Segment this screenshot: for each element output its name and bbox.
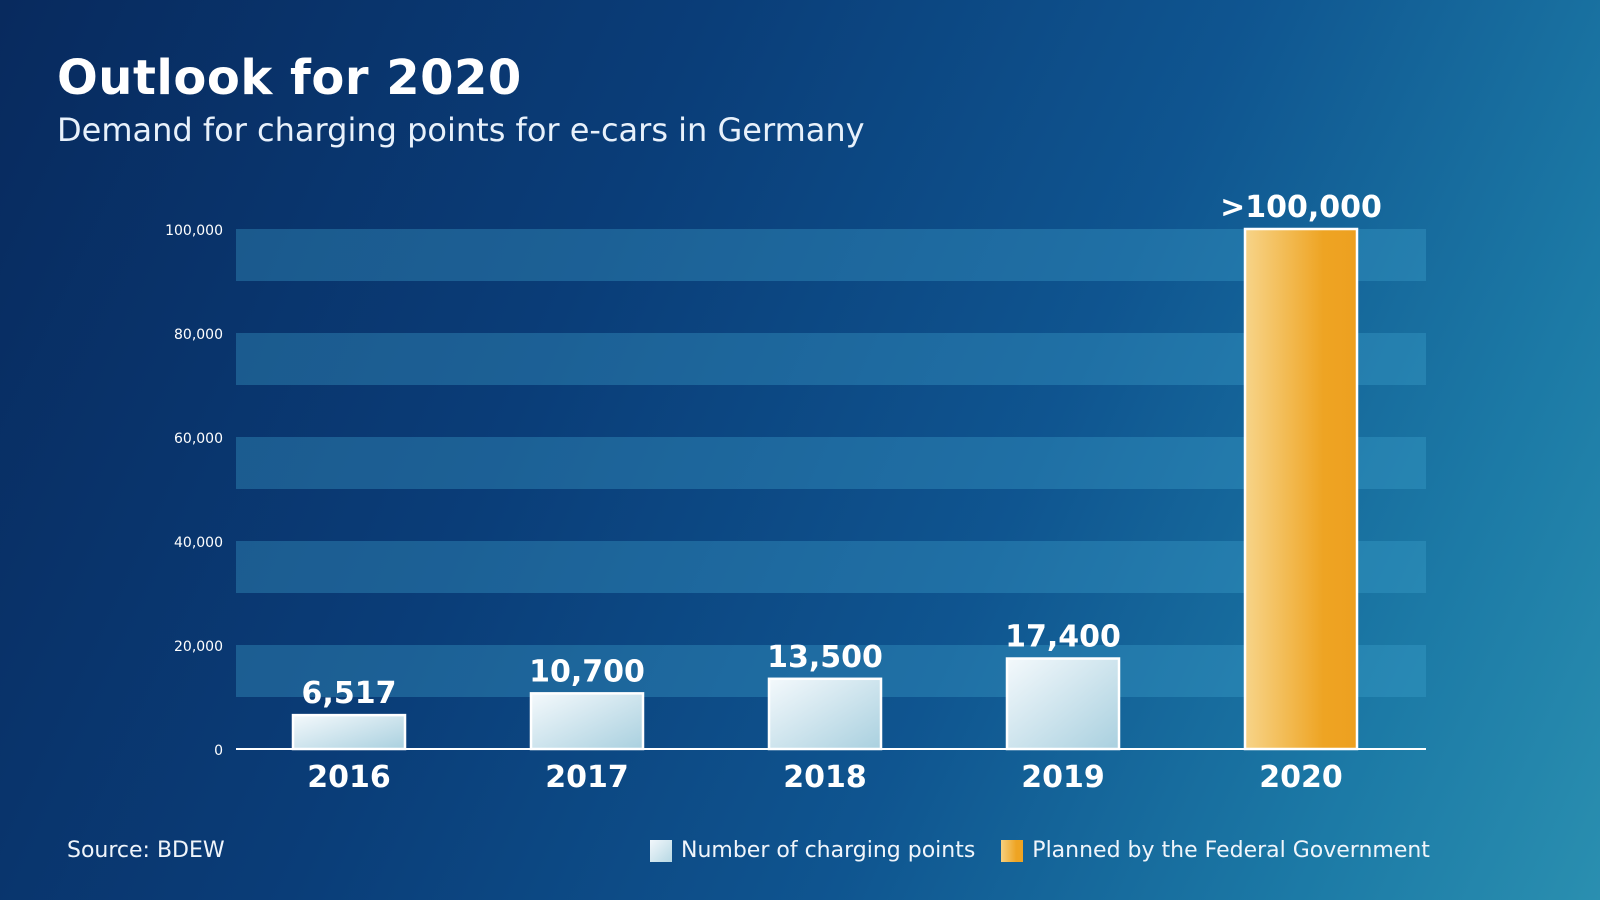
data-label: 13,500	[767, 640, 883, 675]
legend-label-actual: Number of charging points	[681, 838, 976, 863]
y-tick-label: 100,000	[165, 223, 223, 239]
x-tick-label: 2020	[1259, 760, 1343, 795]
legend-item-planned: Planned by the Federal Government	[1001, 838, 1430, 863]
grid-band	[236, 541, 1426, 593]
legend-label-planned: Planned by the Federal Government	[1032, 838, 1430, 863]
y-tick-label: 0	[214, 743, 223, 759]
grid-band	[236, 229, 1426, 281]
data-label: 10,700	[529, 654, 645, 689]
y-tick-label: 20,000	[174, 639, 223, 655]
bar-actual	[529, 692, 645, 751]
bar-actual	[291, 713, 407, 751]
bars	[291, 227, 1359, 751]
bar-actual	[767, 677, 883, 751]
x-tick-label: 2018	[783, 760, 867, 795]
chart-subtitle: Demand for charging points for e-cars in…	[57, 111, 865, 149]
bar-planned	[1243, 227, 1359, 751]
grid-band	[236, 437, 1426, 489]
x-tick-label: 2019	[1021, 760, 1105, 795]
legend: Number of charging points Planned by the…	[650, 838, 1430, 863]
x-tick-label: 2017	[545, 760, 629, 795]
chart-title: Outlook for 2020	[57, 50, 522, 106]
y-axis: 0 20,000 40,000 60,000 80,000 100,000	[165, 223, 223, 759]
legend-item-actual: Number of charging points	[650, 838, 975, 863]
grid-band	[236, 333, 1426, 385]
legend-swatch-actual	[650, 839, 672, 862]
data-label: 17,400	[1005, 620, 1121, 655]
y-tick-label: 60,000	[174, 431, 223, 447]
x-axis: 2016 2017 2018 2019 2020	[307, 760, 1343, 795]
y-tick-label: 40,000	[174, 535, 223, 551]
data-label: 6,517	[302, 676, 397, 711]
bar-actual	[1005, 657, 1121, 751]
y-tick-label: 80,000	[174, 327, 223, 343]
x-tick-label: 2016	[307, 760, 391, 795]
legend-swatch-planned	[1001, 839, 1024, 862]
data-labels: 6,517 10,700 13,500 17,400 >100,000	[302, 190, 1382, 711]
data-label: >100,000	[1220, 190, 1382, 225]
grid-bands	[236, 229, 1426, 697]
source-note: Source: BDEW	[67, 838, 225, 863]
